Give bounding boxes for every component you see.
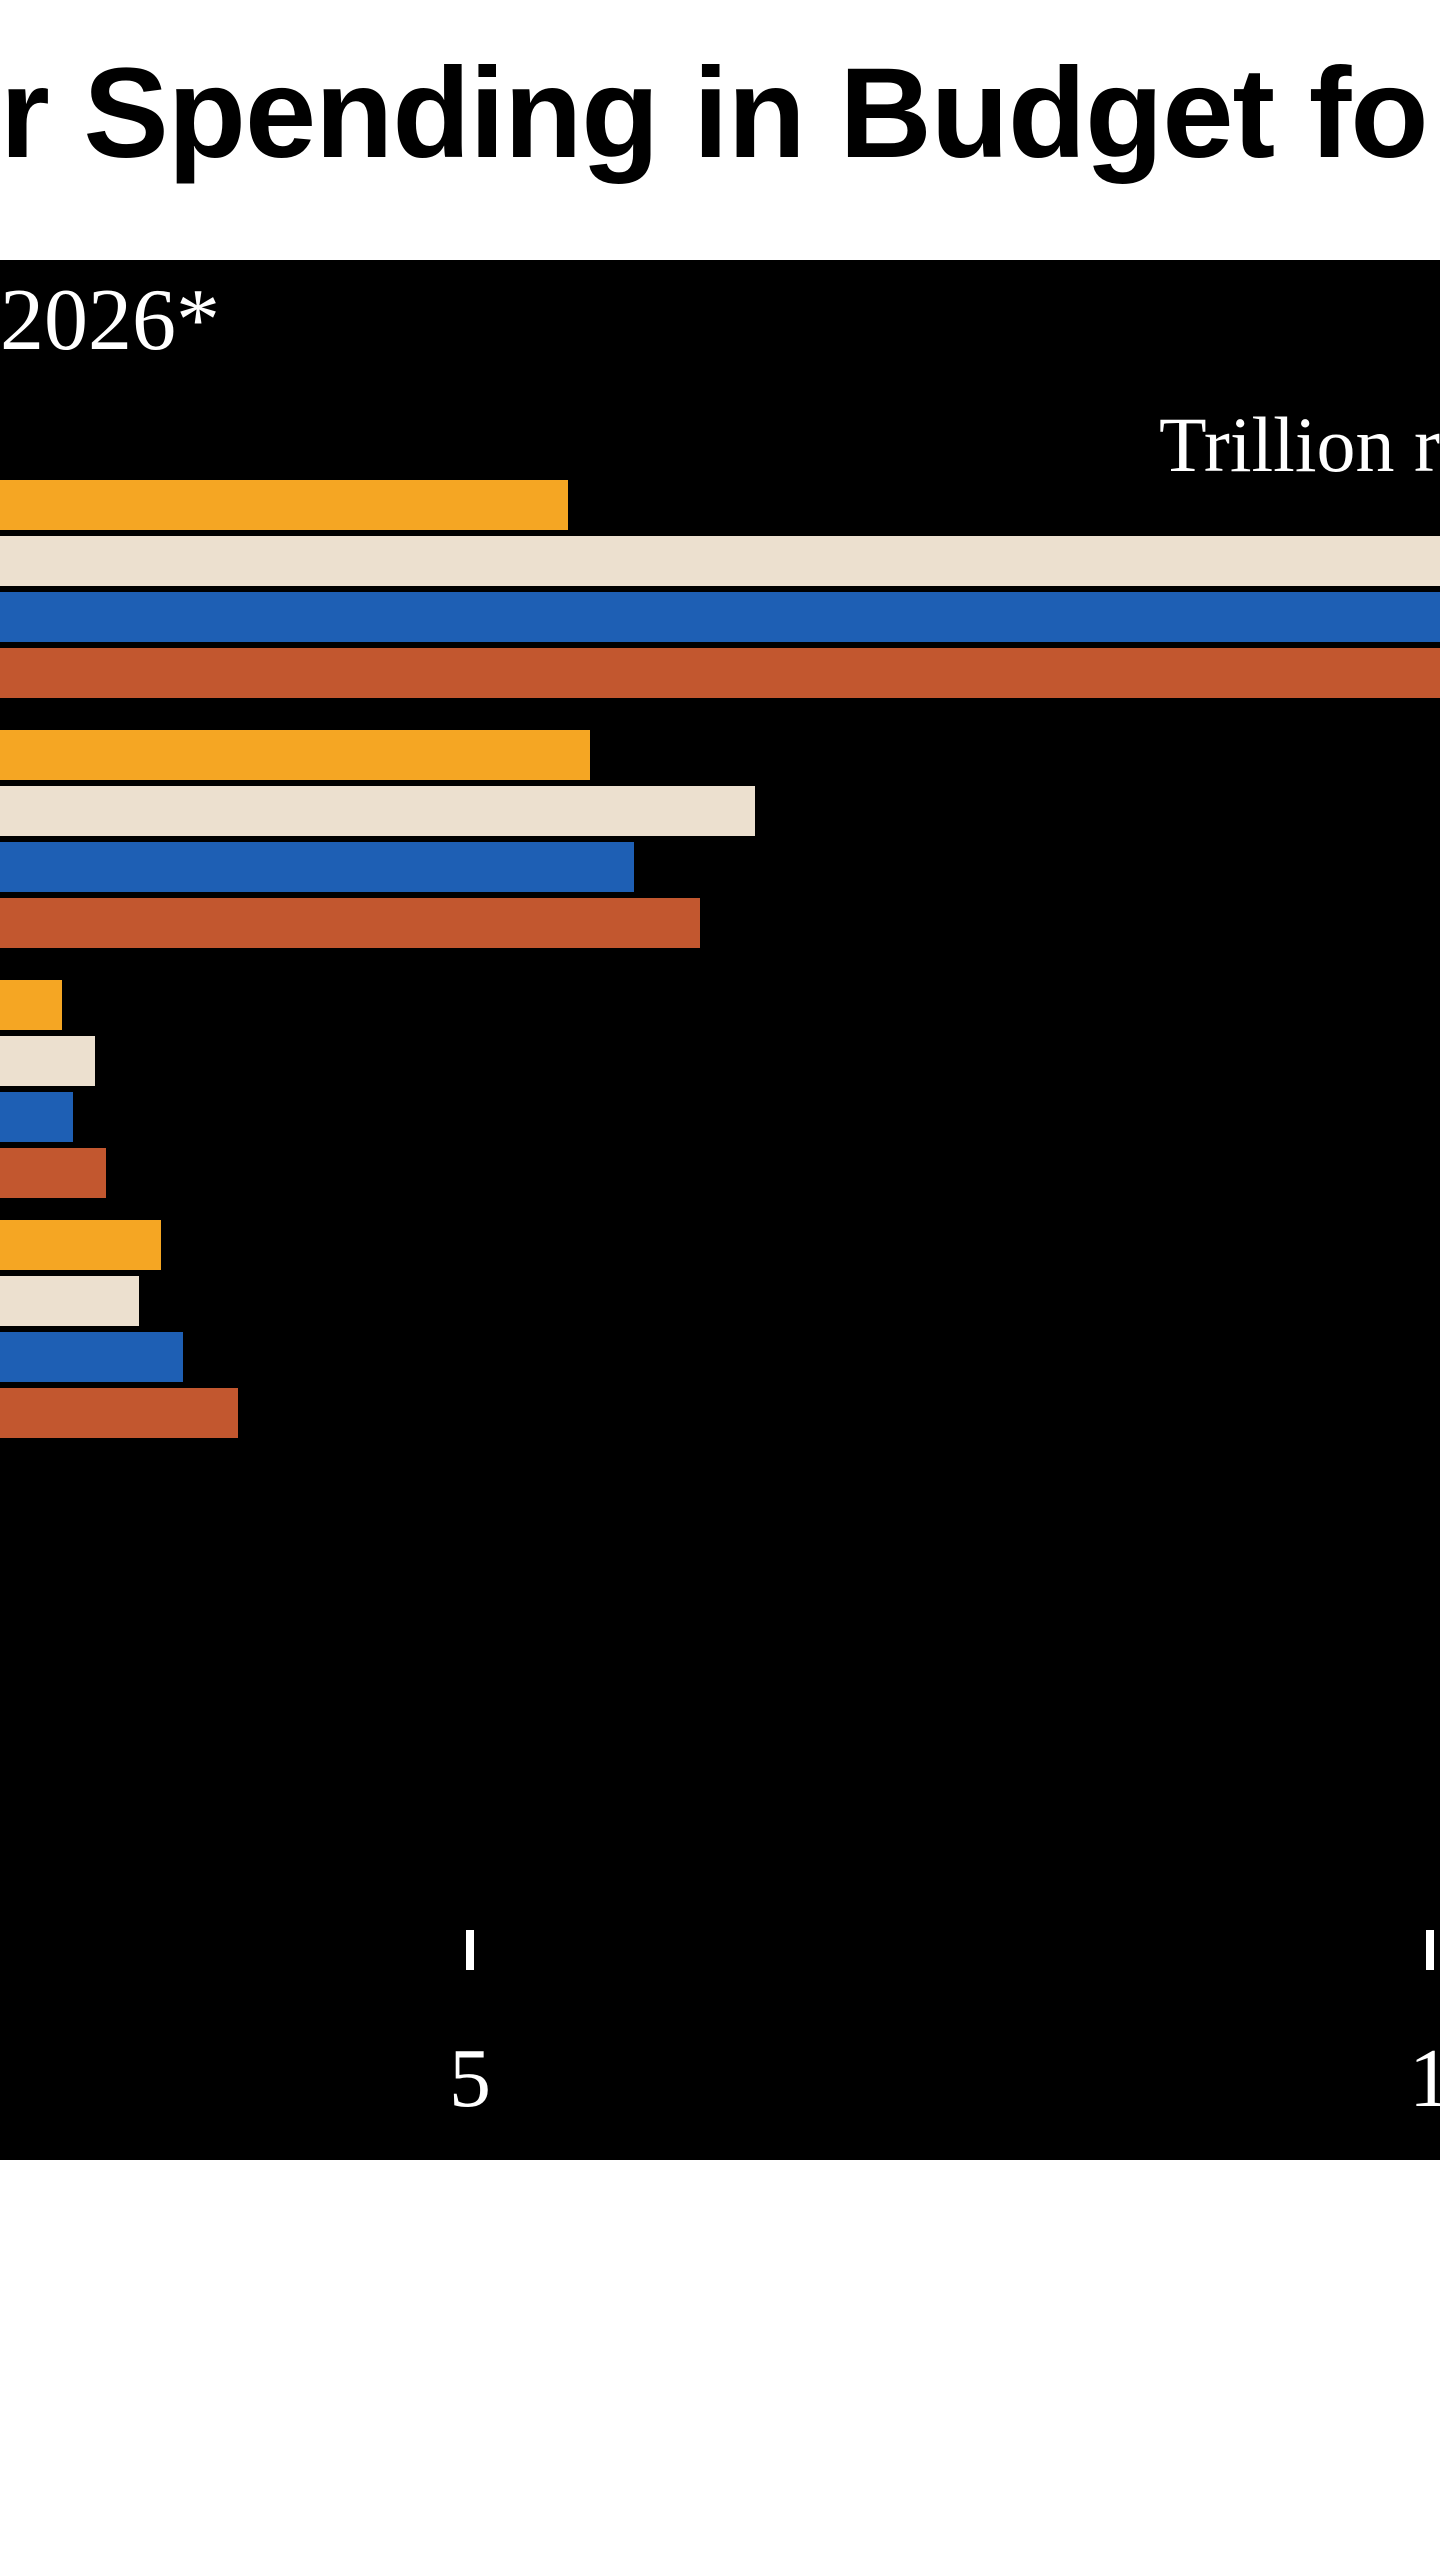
bar <box>0 592 1440 642</box>
chart-subtitle: 2026* <box>0 270 220 371</box>
bar <box>0 648 1440 698</box>
bar <box>0 480 568 530</box>
axis-tick <box>466 1930 474 1970</box>
bar <box>0 1148 106 1198</box>
bar <box>0 536 1440 586</box>
axis-label: 5 <box>449 2030 491 2127</box>
bar <box>0 1220 161 1270</box>
bar <box>0 1276 139 1326</box>
axis-tick <box>1426 1930 1434 1970</box>
bar <box>0 1092 73 1142</box>
bar <box>0 730 590 780</box>
title-area: r Spending in Budget fo <box>0 40 1440 187</box>
chart-title: r Spending in Budget fo <box>0 40 1440 187</box>
bar <box>0 786 755 836</box>
bar <box>0 1388 238 1438</box>
page-root: r Spending in Budget fo 2026* Trillion r… <box>0 0 1440 2560</box>
bar <box>0 980 62 1030</box>
bar <box>0 898 700 948</box>
unit-label: Trillion r <box>1159 400 1440 490</box>
bar <box>0 1332 183 1382</box>
bar <box>0 1036 95 1086</box>
bar <box>0 842 634 892</box>
axis-label: 1 <box>1409 2030 1440 2127</box>
chart-region: 2026* Trillion r 5 1 <box>0 260 1440 2160</box>
